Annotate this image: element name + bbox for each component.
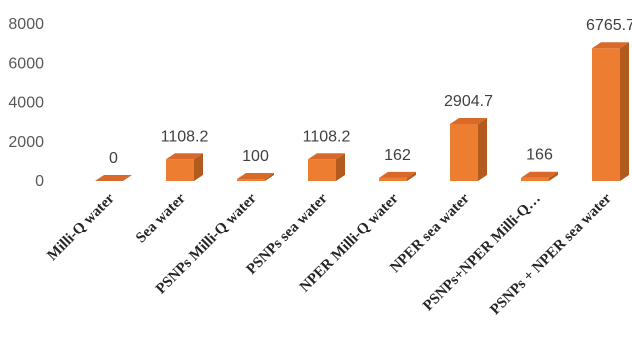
bar-side (620, 42, 629, 181)
bar (379, 171, 416, 181)
bar (450, 117, 487, 181)
data-label: 100 (242, 148, 269, 165)
bar (95, 175, 132, 181)
y-tick-label: 6000 (8, 55, 44, 72)
data-label: 0 (109, 150, 118, 167)
bar (166, 153, 203, 181)
data-label: 2904.7 (444, 93, 493, 110)
data-label: 1108.2 (303, 128, 351, 145)
bar (237, 173, 274, 181)
bar-front (379, 177, 407, 181)
category-label: PSNPs + NPER sea water (487, 190, 615, 318)
bar-top (521, 171, 558, 178)
data-label: 1108.2 (161, 128, 209, 145)
bar-front (450, 123, 478, 181)
bar-side (336, 153, 345, 181)
data-label: 6765.7 (586, 17, 632, 34)
category-label: Sea water (133, 190, 189, 246)
bar (521, 171, 558, 181)
category-label: Milli-Q water (44, 190, 118, 264)
y-tick-label: 4000 (8, 95, 44, 112)
y-tick-label: 0 (35, 173, 44, 190)
bar-top (379, 171, 416, 178)
bar (308, 153, 345, 181)
bar-top (592, 42, 629, 49)
bar-top (166, 153, 203, 160)
category-label: PSNPs+NPER Milli-Q… (420, 191, 544, 315)
bar-front (592, 48, 620, 181)
bar-side (407, 171, 416, 181)
y-axis-ticks: 0 2000 4000 6000 8000 (8, 16, 44, 190)
bars (95, 42, 629, 181)
bar-front (166, 159, 194, 181)
data-label: 166 (526, 147, 553, 164)
bar (592, 42, 629, 181)
bar-side (265, 173, 274, 181)
bar-side (478, 117, 487, 181)
bar-top (308, 153, 345, 160)
bar-side (194, 153, 203, 181)
bar-top (237, 173, 274, 180)
bar-top (95, 175, 132, 181)
bar-front (237, 179, 265, 181)
data-labels: 0 1108.2 100 1108.2 162 2904.7 166 6765.7 (109, 17, 632, 167)
bar-top (450, 117, 487, 124)
y-tick-label: 2000 (8, 134, 44, 151)
y-tick-label: 8000 (8, 16, 44, 33)
bar-side (549, 171, 558, 181)
data-label: 162 (384, 147, 411, 164)
bar-front (521, 177, 549, 181)
bar-front (308, 159, 336, 181)
